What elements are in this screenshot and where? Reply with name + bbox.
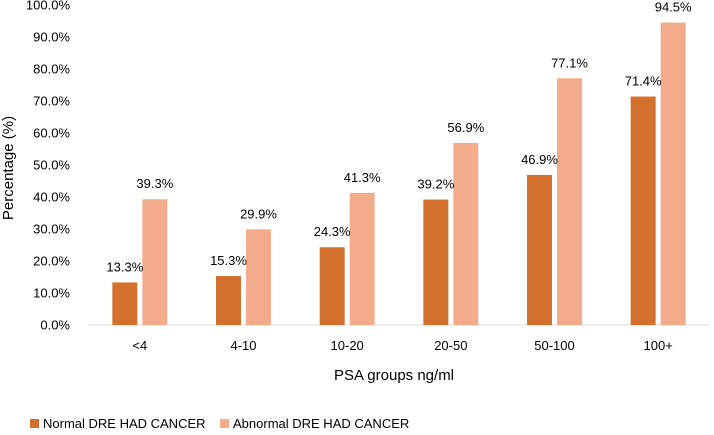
bar-series0-4 [527,174,552,325]
legend: Normal DRE HAD CANCER Abnormal DRE HAD CA… [30,416,409,431]
x-tick-label: 100+ [644,338,673,353]
y-tick-label: 80.0% [33,62,70,77]
data-label-series1-3: 56.9% [447,120,484,135]
bar-series1-3 [453,142,479,325]
data-label-series1-1: 29.9% [240,206,277,221]
data-label-series0-3: 39.2% [417,177,454,192]
y-tick-label: 0.0% [40,318,70,333]
bar-series0-5 [630,96,656,326]
bar-series0-1 [216,276,241,325]
legend-swatch-series1 [220,419,229,428]
legend-swatch-series0 [30,419,39,428]
y-tick-label: 90.0% [33,30,70,45]
bar-series1-5 [660,22,686,325]
bar-series1-0 [142,199,168,325]
x-axis-title: PSA groups ng/ml [334,367,454,384]
y-tick-label: 50.0% [33,158,70,173]
data-label-series0-1: 15.3% [210,253,247,268]
y-axis-title: Percentage (%) [0,116,17,220]
data-label-series0-0: 13.3% [106,259,143,274]
y-tick-label: 40.0% [33,190,70,205]
y-tick-label: 100.0% [26,0,71,13]
data-label-series1-5: 94.5% [655,0,692,15]
y-tick-label: 30.0% [33,222,70,237]
bar-series0-2 [319,247,345,325]
x-tick-label: <4 [132,338,147,353]
x-tick-label: 20-50 [434,338,467,353]
x-tick-label: 4-10 [230,338,256,353]
y-tick-label: 60.0% [33,126,70,141]
x-axis-ticks: <4 4-10 10-20 20-50 50-100 100+ [132,338,672,353]
data-label-series1-4: 77.1% [551,55,588,70]
data-label-series1-0: 39.3% [136,176,173,191]
y-tick-label: 20.0% [33,254,70,269]
bars [112,22,686,326]
y-axis-ticks: 0.0% 10.0% 20.0% 30.0% 40.0% 50.0% 60.0% 70.0% 8… [26,0,71,333]
legend-label-series0: Normal DRE HAD CANCER [43,416,206,431]
data-label-series0-4: 46.9% [521,152,558,167]
bar-series1-4 [557,78,582,325]
y-tick-label: 10.0% [33,286,70,301]
data-label-series1-2: 41.3% [344,170,381,185]
data-label-series0-2: 24.3% [314,224,351,239]
x-tick-label: 50-100 [534,338,574,353]
legend-label-series1: Abnormal DRE HAD CANCER [233,416,409,431]
y-tick-label: 70.0% [33,94,70,109]
data-label-series0-5: 71.4% [625,74,662,89]
x-tick-label: 10-20 [331,338,364,353]
bar-series0-3 [423,199,449,325]
bar-series1-2 [349,192,375,325]
bar-series1-1 [246,229,271,325]
data-labels: 13.3% 39.3% 15.3% 29.9% 24.3% 41.3% 39.2% 56.9%… [106,0,692,274]
bar-series0-0 [112,282,138,325]
